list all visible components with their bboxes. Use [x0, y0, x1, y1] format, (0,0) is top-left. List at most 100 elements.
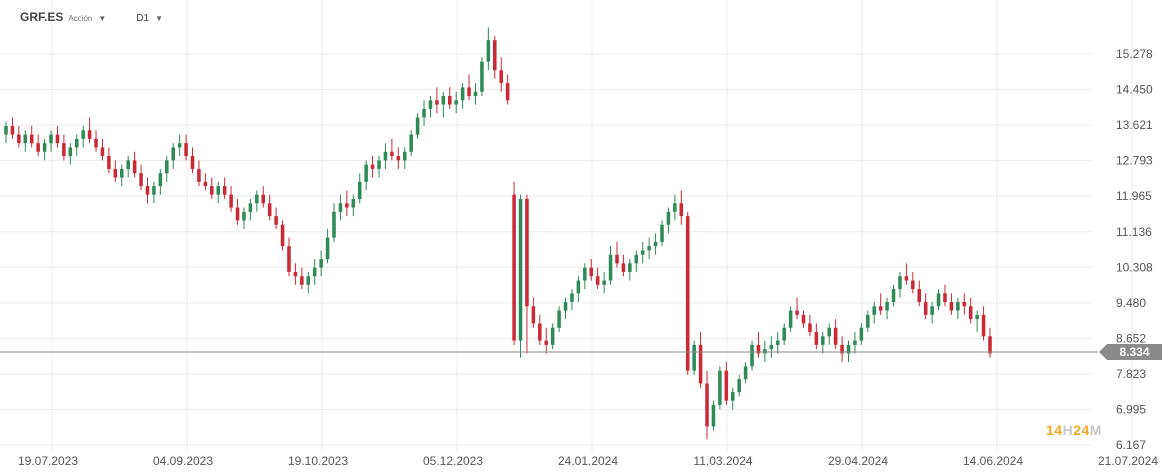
candle: [904, 263, 909, 285]
candle-body: [377, 160, 381, 169]
candle: [595, 267, 600, 290]
candle-body: [10, 126, 15, 135]
candle: [525, 194, 529, 354]
candle-body: [570, 293, 574, 302]
candle-body: [274, 216, 278, 225]
x-tick-label: 19.10.2023: [288, 454, 348, 468]
symbol-dropdown-caret-icon[interactable]: ▼: [98, 14, 107, 23]
candle: [390, 138, 394, 161]
candle-body: [550, 327, 555, 345]
candle: [203, 173, 208, 191]
candle: [531, 297, 536, 328]
candle-body: [119, 168, 124, 178]
candle-body: [975, 314, 979, 320]
candle-body: [943, 293, 947, 302]
candle-body: [911, 280, 915, 290]
candle: [737, 374, 741, 397]
candle-body: [904, 276, 909, 281]
candle: [917, 280, 922, 307]
candle-body: [396, 156, 401, 161]
candle: [10, 117, 15, 139]
candle: [467, 74, 471, 101]
timeframe-selector[interactable]: D1: [136, 13, 150, 24]
candle-body: [422, 108, 426, 118]
candle: [100, 138, 105, 161]
candle-body: [866, 314, 870, 328]
candle: [184, 134, 188, 161]
candle: [795, 297, 799, 320]
candle: [872, 301, 877, 324]
candle: [293, 263, 298, 285]
candle: [454, 91, 458, 114]
candle: [222, 177, 227, 199]
candle: [357, 173, 362, 204]
candle: [267, 194, 272, 221]
candle: [312, 259, 317, 285]
candle-body: [100, 147, 105, 157]
candle-body: [512, 194, 516, 341]
candle: [512, 181, 516, 345]
candle-body: [216, 186, 221, 195]
candle-body: [962, 301, 967, 307]
candle: [891, 284, 896, 307]
y-tick-label: 11.136: [1116, 225, 1152, 239]
y-axis-labels: 15.278 14.450 13.621 12.793 11.965 11.136 10.3…: [1116, 47, 1153, 452]
candle: [42, 138, 47, 161]
candle-body: [184, 143, 188, 157]
candlestick-series: [4, 27, 992, 440]
candle: [94, 130, 98, 152]
x-tick-label: 05.12.2023: [423, 454, 483, 468]
candle-body: [595, 276, 600, 285]
candle: [62, 134, 66, 161]
candle-body: [634, 254, 639, 264]
candle-body: [814, 332, 819, 345]
candle-body: [885, 301, 889, 311]
candle: [640, 241, 645, 264]
candle-body: [968, 306, 973, 320]
y-tick-label: 7.823: [1116, 367, 1146, 381]
candle-body: [705, 383, 709, 427]
candle-body: [795, 310, 799, 315]
candle-body: [499, 70, 503, 84]
candle-body: [673, 203, 677, 212]
candle-body: [473, 91, 478, 96]
candle: [911, 271, 915, 294]
candle-body: [319, 259, 323, 268]
candle-body: [859, 327, 864, 341]
candle: [730, 387, 735, 410]
candle: [4, 121, 8, 144]
timeframe-dropdown-caret-icon[interactable]: ▼: [155, 14, 163, 23]
candle-body: [853, 340, 857, 345]
candle: [898, 271, 902, 298]
candle-body: [891, 289, 896, 302]
y-tick-label: 12.793: [1116, 154, 1153, 168]
candle-body: [628, 263, 632, 272]
candle: [402, 147, 407, 169]
candle: [152, 181, 156, 204]
candle: [280, 220, 285, 251]
candle: [229, 186, 233, 212]
candle: [692, 340, 696, 375]
x-tick-label: 29.04.2024: [828, 454, 888, 468]
candle-body: [872, 306, 877, 315]
candle: [473, 83, 478, 105]
candle: [988, 327, 992, 358]
candle: [660, 220, 664, 247]
candle: [602, 271, 606, 294]
candle-body: [460, 87, 465, 101]
candle: [364, 160, 368, 191]
candle: [119, 164, 124, 187]
candle: [422, 100, 426, 127]
candle-body: [602, 280, 606, 285]
candle: [29, 126, 34, 148]
candle: [544, 327, 549, 354]
candle-body: [152, 186, 156, 195]
candle: [840, 336, 844, 363]
candle-body: [685, 216, 690, 371]
candle: [763, 340, 767, 363]
candle: [769, 336, 774, 358]
candle-body: [718, 370, 722, 405]
candle-body: [505, 83, 510, 101]
candle: [171, 143, 175, 169]
